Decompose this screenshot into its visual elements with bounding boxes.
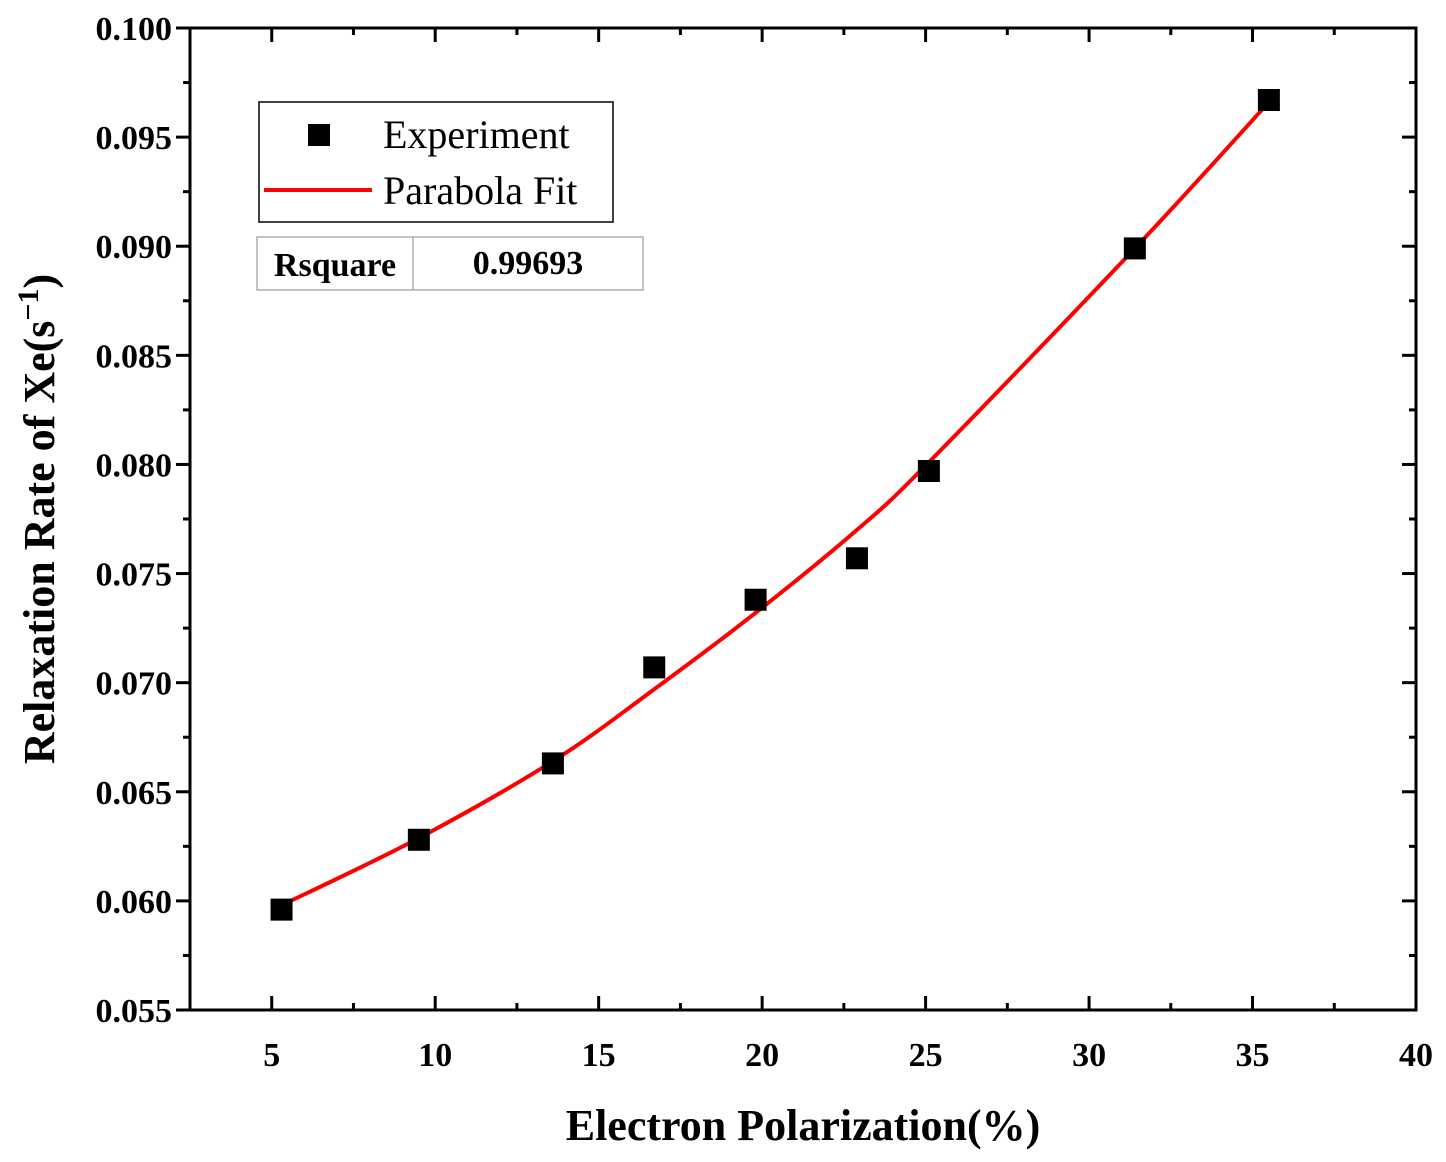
- y-tick-label: 0.100: [96, 11, 173, 48]
- y-tick-label: 0.075: [96, 557, 173, 594]
- x-tick-label: 40: [1399, 1037, 1433, 1074]
- y-tick-label: 0.070: [96, 666, 173, 703]
- y-tick-label: 0.090: [96, 229, 173, 266]
- x-axis-title: Electron Polarization(%): [566, 1101, 1041, 1150]
- legend-experiment-label: Experiment: [383, 112, 570, 157]
- x-tick-label: 25: [909, 1037, 943, 1074]
- fit-stats-box: [256, 236, 644, 291]
- experiment-point: [541, 752, 564, 775]
- fit-stats-label: Rsquare: [274, 247, 396, 284]
- x-tick-label: 5: [263, 1037, 280, 1074]
- experiment-point: [270, 898, 293, 921]
- experiment-point: [845, 547, 868, 570]
- plot-series: [270, 89, 1280, 921]
- plot-frame: [188, 26, 1418, 1012]
- y-axis-title-close: ): [15, 274, 64, 289]
- experiment-point: [917, 459, 940, 482]
- legend-box: [258, 101, 614, 223]
- x-tick-label: 15: [582, 1037, 616, 1074]
- y-tick-label: 0.085: [96, 338, 173, 375]
- experiment-point: [407, 828, 430, 851]
- fit-stats-value: 0.99693: [473, 245, 584, 282]
- experiment-point: [1257, 89, 1280, 112]
- y-tick-label: 0.060: [96, 884, 173, 921]
- legend-experiment-marker: [308, 124, 330, 146]
- y-tick-label: 0.095: [96, 120, 173, 157]
- y-axis-title-main: Relaxation Rate of Xe(s: [15, 321, 64, 765]
- y-tick-label: 0.065: [96, 775, 173, 812]
- legend: Experiment Parabola Fit: [258, 101, 614, 223]
- x-tick-label: 35: [1236, 1037, 1270, 1074]
- x-tick-label: 10: [418, 1037, 452, 1074]
- fit-stats-table: Rsquare 0.99693: [256, 236, 644, 291]
- y-axis-title-superscript: −1: [12, 288, 45, 320]
- y-axis-title: Relaxation Rate of Xe(s−1): [12, 274, 64, 764]
- experiment-point: [643, 656, 666, 679]
- fit-curve: [280, 100, 1271, 908]
- y-tick-label: 0.080: [96, 447, 173, 484]
- experiment-point: [1123, 237, 1146, 260]
- experiment-point: [744, 588, 767, 611]
- axis-ticks: 5 10 15 20 25 30 35 40 0.055 0.060 0.065 0.070 0.075…: [96, 11, 1434, 1074]
- x-tick-label: 20: [745, 1037, 779, 1074]
- x-tick-label: 30: [1072, 1037, 1106, 1074]
- legend-fit-label: Parabola Fit: [383, 168, 577, 213]
- y-tick-label: 0.055: [96, 993, 173, 1030]
